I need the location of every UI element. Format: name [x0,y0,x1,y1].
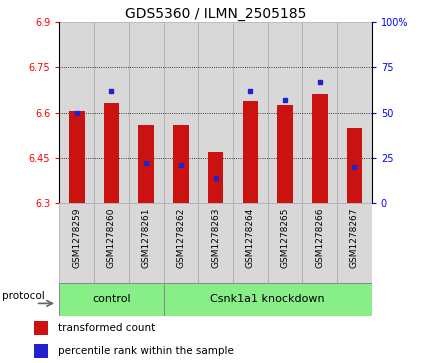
Text: GSM1278266: GSM1278266 [315,207,324,268]
Bar [198,203,233,283]
Bar [59,283,164,316]
Bar [34,344,48,358]
Bar [277,105,293,203]
Bar [164,22,198,203]
Text: GSM1278260: GSM1278260 [107,207,116,268]
Text: GSM1278267: GSM1278267 [350,207,359,268]
Bar [347,128,362,203]
Bar [129,22,164,203]
Bar [268,22,302,203]
Text: GSM1278263: GSM1278263 [211,207,220,268]
Bar [242,101,258,203]
Bar [198,22,233,203]
Text: transformed count: transformed count [58,323,155,333]
Title: GDS5360 / ILMN_2505185: GDS5360 / ILMN_2505185 [125,7,306,21]
Bar [104,103,119,203]
Bar [69,111,84,203]
Text: GSM1278264: GSM1278264 [246,207,255,268]
Bar [164,283,372,316]
Bar [59,203,94,283]
Text: GSM1278259: GSM1278259 [72,207,81,268]
Bar [173,125,189,203]
Text: GSM1278265: GSM1278265 [281,207,290,268]
Bar [337,22,372,203]
Text: GSM1278262: GSM1278262 [176,207,185,268]
Text: control: control [92,294,131,305]
Bar [268,203,302,283]
Bar [208,152,224,203]
Bar [233,22,268,203]
Bar [94,203,129,283]
Bar [34,321,48,335]
Bar [94,22,129,203]
Text: Csnk1a1 knockdown: Csnk1a1 knockdown [210,294,325,305]
Bar [302,22,337,203]
Bar [312,94,327,203]
Bar [233,203,268,283]
Bar [302,203,337,283]
Bar [138,125,154,203]
Text: GSM1278261: GSM1278261 [142,207,150,268]
Bar [59,22,94,203]
Text: percentile rank within the sample: percentile rank within the sample [58,346,234,356]
Text: protocol: protocol [2,290,45,301]
Bar [129,203,164,283]
Bar [337,203,372,283]
Bar [164,203,198,283]
